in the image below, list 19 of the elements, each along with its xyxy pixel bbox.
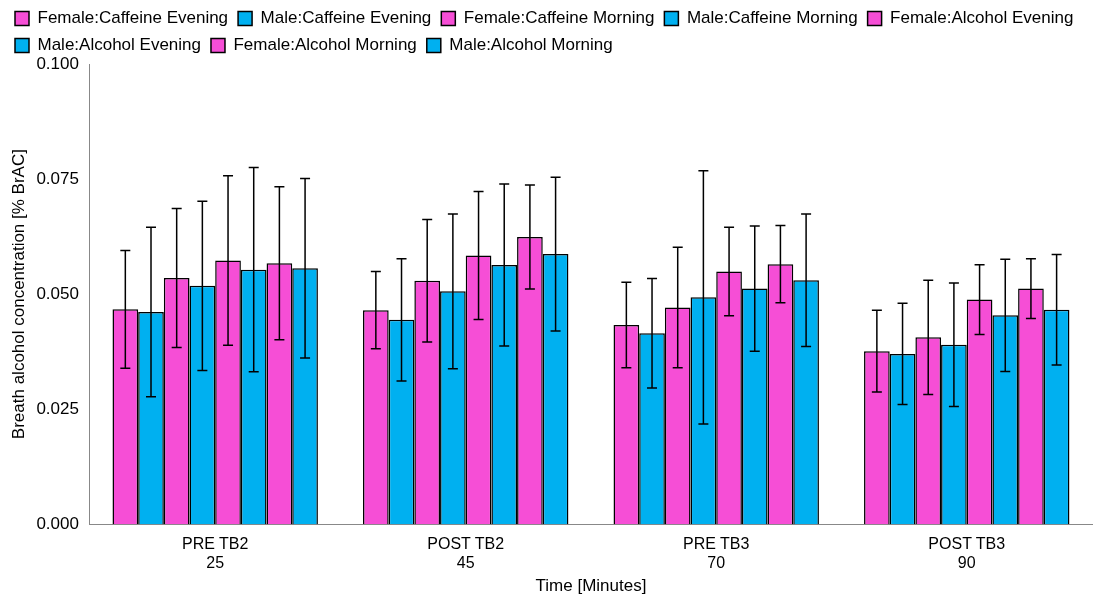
legend-label: Female:Caffeine Morning [463,8,655,28]
legend-label: Female:Alcohol Morning [233,35,417,55]
legend-label: Female:Alcohol Evening [890,8,1074,28]
x-tick-label: POST TB2 45 [427,535,505,572]
legend-label: Female:Caffeine Evening [37,8,229,28]
legend-label: Male:Alcohol Morning [449,35,613,55]
y-tick-label: 0.000 [36,513,79,533]
y-tick-label: 0.050 [36,283,79,303]
x-tick-label: POST TB3 90 [928,535,1006,572]
x-axis-title: Time [Minutes] [535,576,647,596]
y-axis-title: Breath alcohol concentration [% BrAC] [8,149,28,440]
y-tick-label: 0.025 [36,398,79,418]
legend-label: Male:Caffeine Morning [686,8,858,28]
y-tick-label: 0.100 [36,53,79,73]
x-tick-label: PRE TB2 25 [182,535,249,572]
x-tick-label: PRE TB3 70 [683,535,750,572]
legend-label: Male:Caffeine Evening [260,8,432,28]
y-tick-label: 0.075 [36,168,79,188]
legend-label: Male:Alcohol Evening [37,35,201,55]
